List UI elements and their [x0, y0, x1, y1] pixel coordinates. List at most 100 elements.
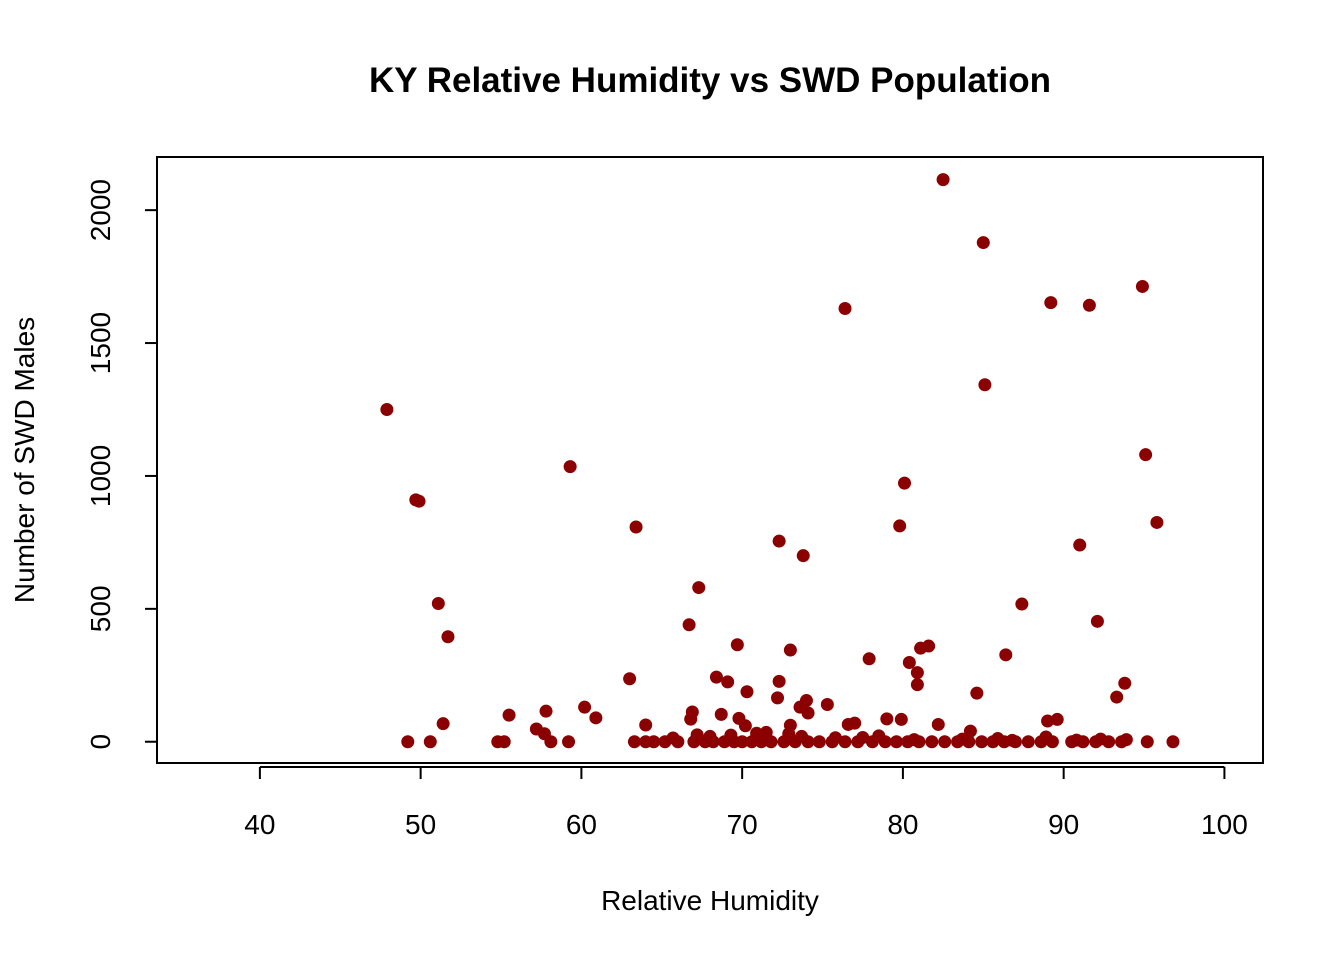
- data-point: [936, 173, 950, 187]
- data-point: [914, 641, 928, 655]
- y-tick-label: 1000: [85, 445, 116, 507]
- data-point: [380, 403, 394, 416]
- data-point: [991, 732, 1005, 746]
- data-point: [880, 712, 894, 726]
- data-point: [1118, 676, 1132, 690]
- data-point: [1015, 597, 1029, 611]
- data-point: [820, 698, 834, 712]
- data-point: [1044, 296, 1058, 310]
- data-point: [772, 674, 786, 688]
- data-point: [589, 711, 603, 725]
- x-tick-label: 60: [566, 809, 597, 840]
- x-tick-label: 70: [727, 809, 758, 840]
- data-point: [666, 731, 680, 745]
- data-point: [412, 494, 426, 508]
- data-point: [684, 712, 698, 726]
- data-point: [623, 672, 637, 686]
- data-point: [735, 735, 749, 749]
- y-axis-label: Number of SWD Males: [9, 317, 40, 603]
- y-tick-label: 0: [85, 734, 116, 750]
- data-point: [497, 735, 511, 749]
- data-point: [848, 716, 862, 730]
- data-point: [975, 735, 989, 749]
- data-point: [796, 549, 810, 563]
- data-point: [1140, 735, 1154, 749]
- data-point: [1110, 690, 1124, 704]
- data-point: [828, 731, 842, 745]
- data-point: [431, 597, 445, 611]
- y-tick-label: 2000: [85, 179, 116, 241]
- data-point: [1082, 298, 1096, 312]
- data-point: [856, 730, 870, 744]
- data-point: [970, 686, 984, 700]
- data-point: [938, 735, 952, 749]
- data-point: [441, 630, 455, 644]
- x-tick-label: 100: [1201, 809, 1248, 840]
- data-point: [1050, 712, 1064, 726]
- x-tick-label: 80: [887, 809, 918, 840]
- data-point: [544, 735, 558, 749]
- data-point: [1041, 714, 1055, 728]
- data-point: [738, 719, 752, 733]
- data-point: [1021, 735, 1035, 749]
- data-point: [423, 735, 437, 749]
- data-point: [721, 675, 735, 689]
- data-point: [1070, 733, 1084, 747]
- chart-title: KY Relative Humidity vs SWD Population: [369, 61, 1051, 100]
- data-point: [692, 581, 706, 595]
- data-points: [380, 173, 1180, 749]
- data-point: [714, 707, 728, 721]
- data-point: [963, 724, 977, 738]
- data-point: [801, 706, 815, 720]
- data-point: [889, 735, 903, 749]
- x-axis: 40 50 60 70 80 90 100: [244, 766, 1248, 840]
- data-point: [893, 519, 907, 533]
- plot-area-frame: [156, 156, 1264, 764]
- data-point: [812, 735, 826, 749]
- data-point: [1094, 732, 1108, 746]
- data-point: [750, 726, 764, 740]
- data-point: [703, 729, 717, 743]
- y-axis: 0 500 1000 1500 2000: [85, 179, 158, 750]
- y-tick-label: 1500: [85, 312, 116, 374]
- data-point: [578, 700, 592, 714]
- data-point: [1135, 279, 1149, 293]
- x-axis-label: Relative Humidity: [601, 885, 819, 916]
- data-point: [783, 643, 797, 657]
- data-point: [910, 678, 924, 692]
- data-point: [539, 704, 553, 718]
- data-point: [782, 727, 796, 741]
- data-point: [772, 534, 786, 548]
- data-point: [862, 652, 876, 666]
- data-point: [978, 378, 992, 392]
- y-tick-label: 500: [85, 585, 116, 632]
- data-point: [1166, 735, 1180, 749]
- data-point: [955, 732, 969, 746]
- data-point: [401, 735, 415, 749]
- data-point: [1039, 730, 1053, 744]
- data-point: [898, 476, 912, 490]
- data-point: [730, 638, 744, 652]
- data-point: [1139, 448, 1153, 462]
- data-point: [907, 733, 921, 747]
- data-point: [1073, 538, 1087, 552]
- x-tick-label: 50: [405, 809, 436, 840]
- data-point: [709, 670, 723, 684]
- data-point: [647, 735, 661, 749]
- data-point: [759, 725, 773, 739]
- data-point: [639, 718, 653, 732]
- data-point: [838, 302, 852, 315]
- data-point: [976, 236, 990, 250]
- data-point: [910, 666, 924, 680]
- data-point: [502, 708, 516, 722]
- data-point: [902, 656, 916, 670]
- data-point: [562, 735, 576, 749]
- data-point: [1150, 515, 1164, 529]
- data-point: [436, 717, 450, 731]
- x-tick-label: 40: [244, 809, 275, 840]
- data-point: [1090, 614, 1104, 628]
- data-point: [627, 735, 641, 749]
- data-point: [872, 729, 886, 743]
- x-tick-label: 90: [1048, 809, 1079, 840]
